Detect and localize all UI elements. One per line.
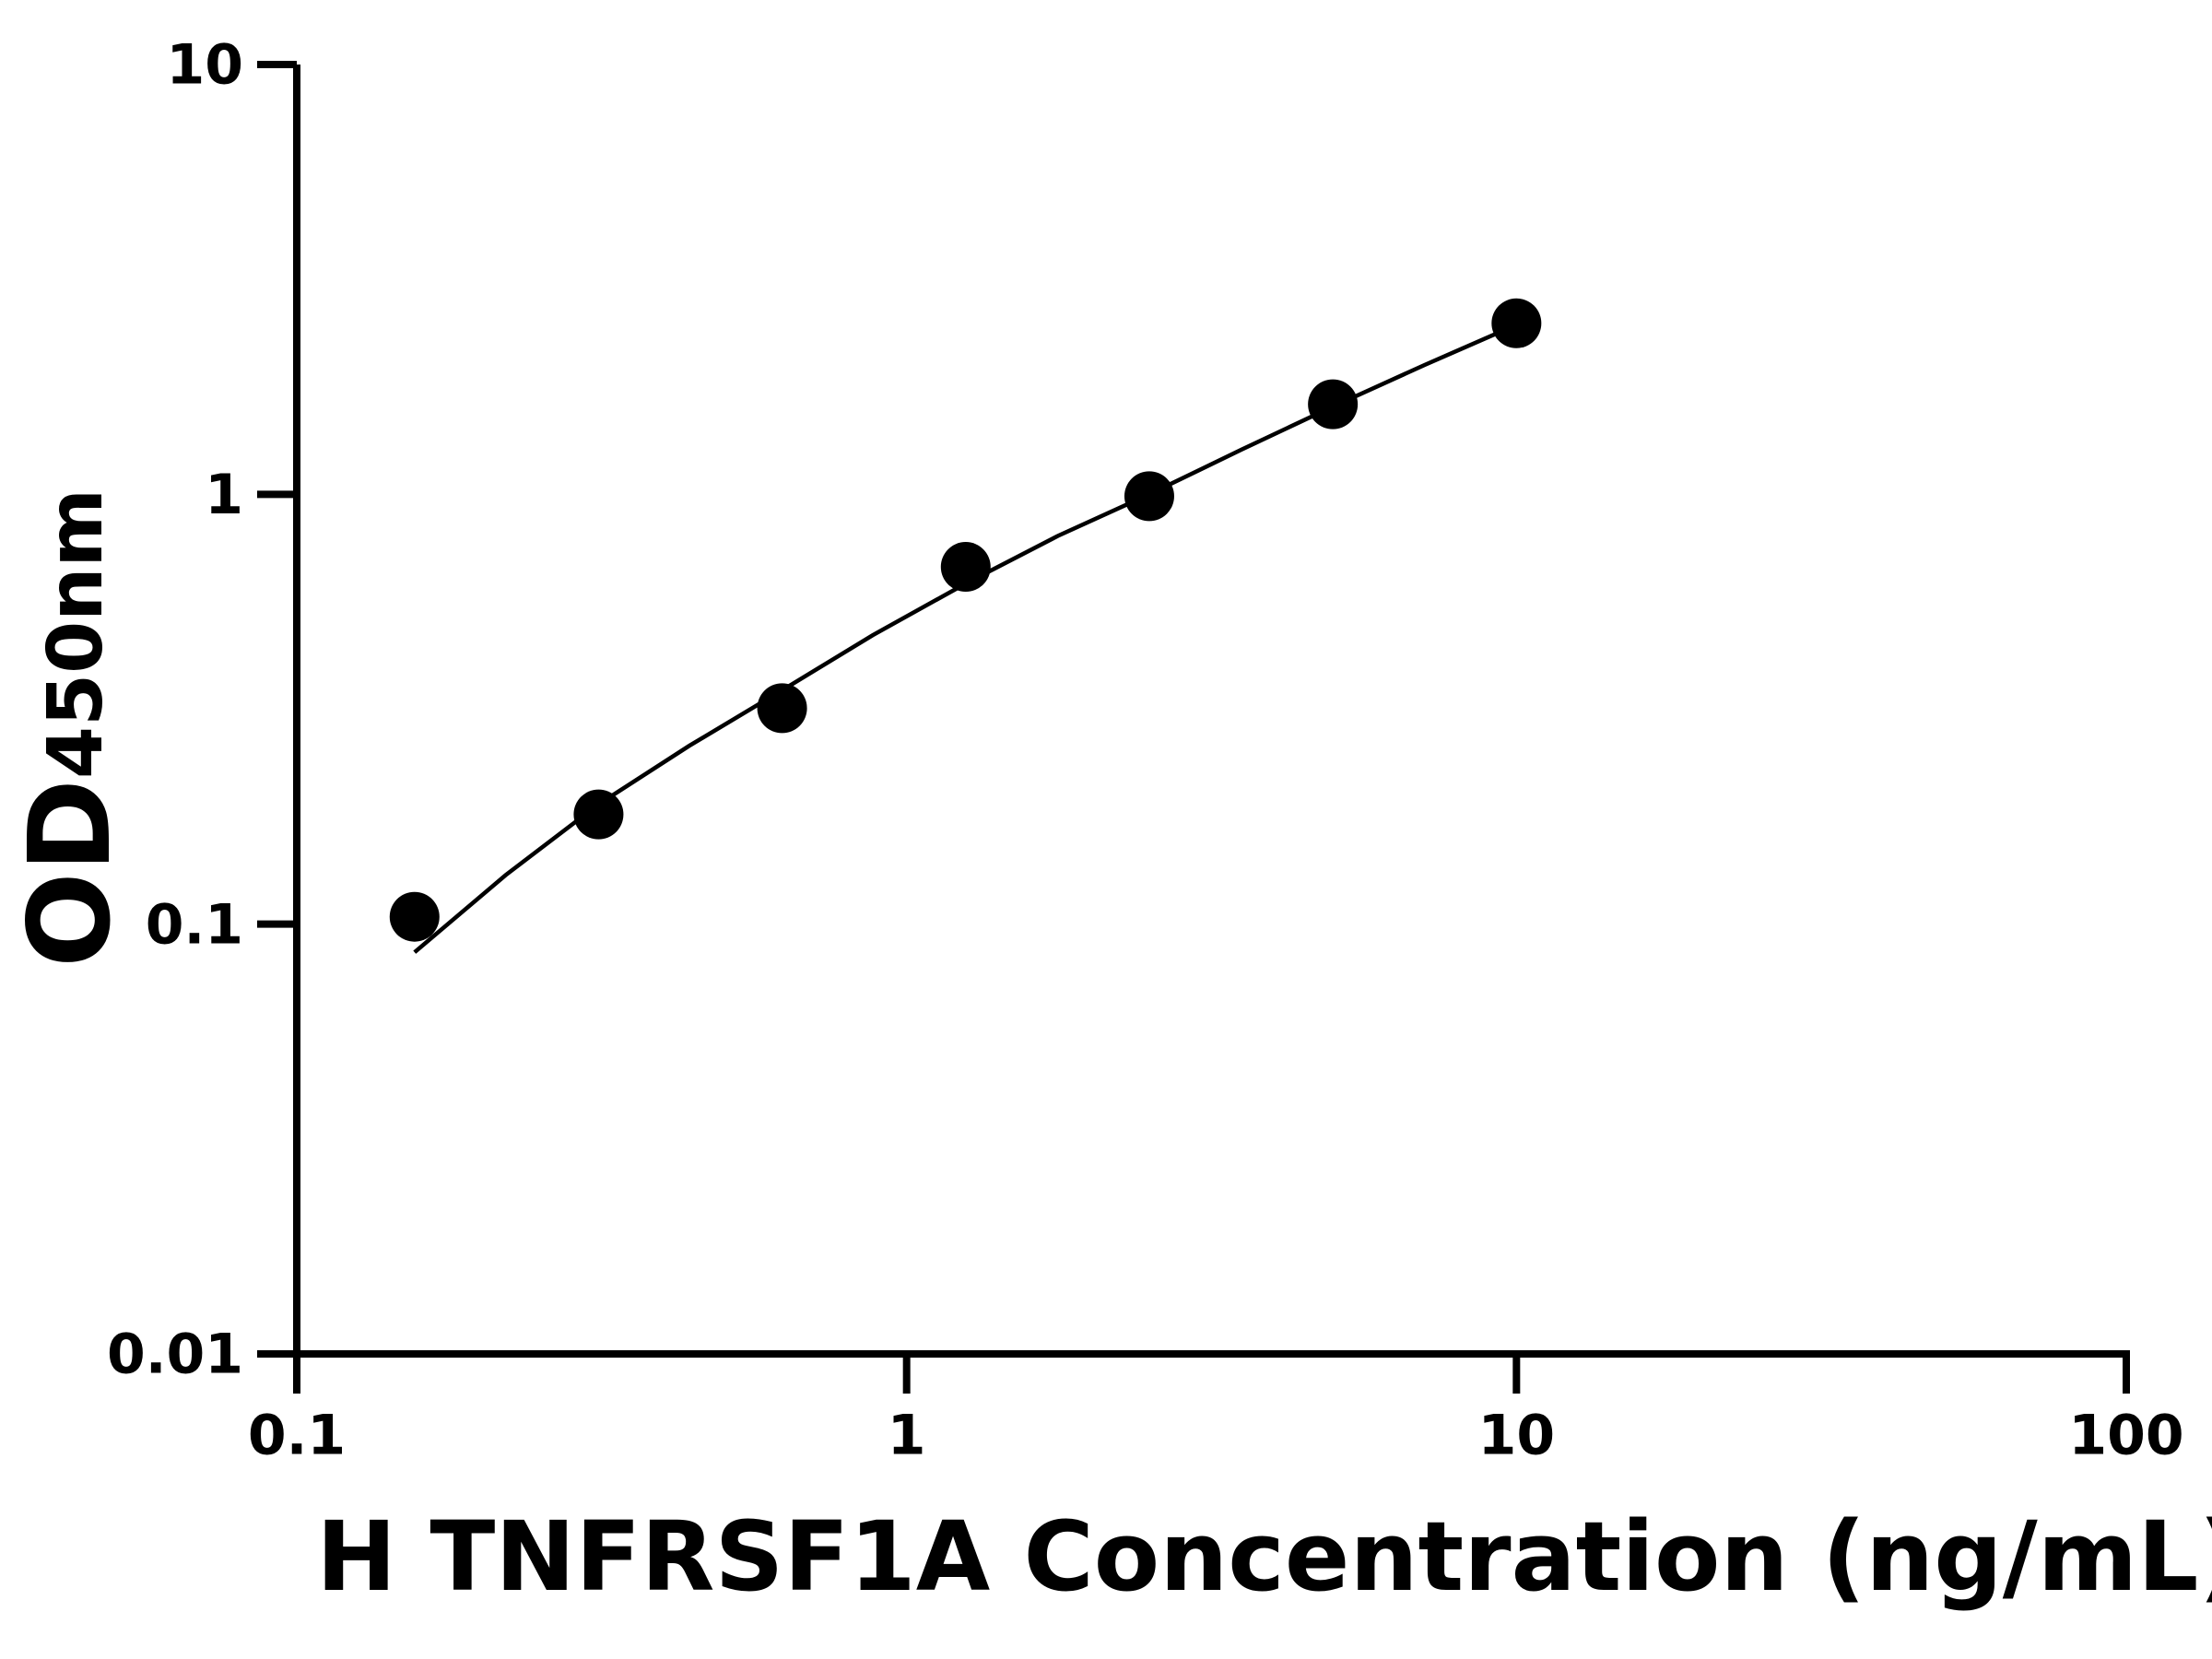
data-point xyxy=(573,789,624,840)
y-axis-label-main: OD xyxy=(5,779,135,968)
y-axis-label-sub: 450nm xyxy=(32,488,120,779)
y-tick-label: 0.1 xyxy=(146,892,243,957)
x-tick-label: 1 xyxy=(888,1404,926,1468)
data-point xyxy=(1491,298,1542,348)
x-tick-label: 10 xyxy=(1478,1404,1556,1468)
data-point xyxy=(940,542,991,593)
data-point xyxy=(1124,471,1174,522)
y-tick-label: 0.01 xyxy=(107,1323,243,1387)
y-tick-label: 1 xyxy=(205,463,243,527)
x-axis-label: H TNFRSF1A Concentration (ng/mL) xyxy=(316,1500,2212,1613)
x-tick-label: 0.1 xyxy=(248,1404,346,1468)
x-tick-label: 100 xyxy=(2068,1404,2183,1468)
data-point xyxy=(757,683,807,734)
data-point xyxy=(1308,379,1359,429)
y-tick-label: 10 xyxy=(167,33,244,98)
data-point xyxy=(389,891,440,942)
y-axis-label: OD450nm xyxy=(5,488,135,968)
